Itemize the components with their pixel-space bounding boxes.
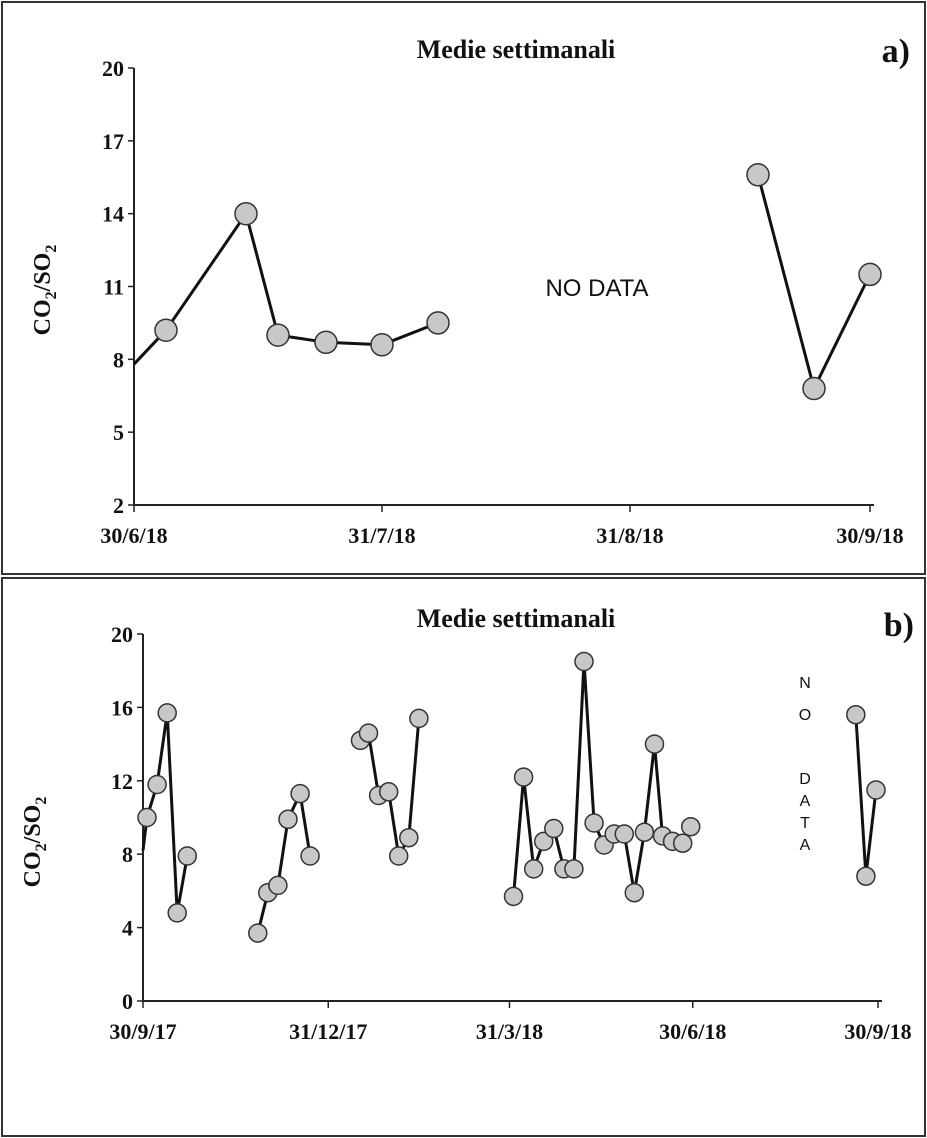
panel-b-letter: b) (884, 607, 914, 644)
panel-b-data-point (866, 780, 886, 800)
panel-a-y-tick-label: 14 (102, 202, 124, 227)
panel-b-ylabel: CO2/SO2 (20, 797, 50, 888)
panel-a-x-tick-label: 30/6/18 (100, 523, 167, 548)
panel-b-data-point (584, 813, 604, 833)
panel-b-data-point (378, 782, 399, 802)
panel-a-ylabel-part-4: 2 (43, 245, 60, 253)
panel-a-ylabel-part-3: /SO (30, 253, 56, 293)
panel-a-series-line (756, 174, 872, 390)
panel-b-data-point (157, 703, 177, 723)
panel-a-y-tick-label: 8 (113, 347, 124, 372)
panel-a-data-point (858, 262, 882, 287)
panel-b-data-point (177, 846, 198, 866)
panel-a-y-tick-label: 20 (102, 56, 124, 81)
panel-b-y-tick-label: 4 (122, 916, 133, 941)
panel-b-data-point (856, 866, 876, 886)
panel-b-data-point (358, 723, 379, 743)
panel-a-data-point (746, 163, 770, 187)
panel-b-data-point (523, 859, 544, 879)
panel-b-data-point (503, 886, 524, 907)
panel-a-x-tick-label: 31/8/18 (596, 523, 663, 548)
panel-b-data-point (680, 816, 701, 837)
panel-b-x-tick-label: 30/9/18 (844, 1019, 911, 1044)
panel-b-x-tick-label: 31/3/18 (476, 1019, 543, 1044)
panel-a-title: Medie settimanali (417, 35, 616, 64)
panel-a-data-point (426, 311, 450, 335)
panel-b-data-point (147, 774, 167, 795)
panel-b-ylabel-part-3: /SO (20, 805, 46, 845)
panel-b-data-point (388, 846, 409, 866)
panel-b-y-tick-label: 0 (122, 989, 133, 1014)
panel-b-y-tick-label: 8 (122, 842, 133, 867)
panel-b-no-data-vertical: N O D A T A (799, 675, 811, 854)
panel-b-no-data-letter: O (799, 707, 811, 724)
panel-b-data-point (399, 827, 419, 848)
panel-b-data-point (846, 704, 866, 725)
panel-b-data-point (634, 822, 655, 842)
panel-b-data-point (167, 903, 187, 923)
panel-b-no-data-letter: N (799, 675, 811, 692)
panel-b-data-point (614, 824, 635, 844)
panel-a-ylabel: CO2/SO2 (30, 245, 60, 336)
panel-b-no-data-letter: A (800, 793, 811, 810)
panel-a-y-tick-label: 5 (113, 420, 124, 445)
panel-b-title: Medie settimanali (417, 604, 616, 633)
panel-b-data-point (268, 875, 288, 896)
panel-b-x-tick-label: 31/12/17 (289, 1019, 367, 1044)
panel-b-y-tick-label: 16 (111, 695, 133, 720)
panel-b-data-point (544, 818, 564, 839)
panel-b-y-tick-label: 12 (111, 769, 133, 794)
panel-a-y-tick-label: 11 (103, 275, 124, 300)
panel-a-letter: a) (882, 33, 910, 70)
panel-b-data-point (290, 783, 310, 804)
panel-b-data-point (137, 807, 157, 828)
panel-b-series-line (512, 660, 693, 897)
panel-b-data-point (564, 859, 584, 879)
panel-b-data-point (248, 923, 268, 943)
panel-b-ylabel-part-1: CO (20, 851, 46, 887)
panel-b-x-tick-label: 30/6/18 (659, 1019, 726, 1044)
panel-a-y-tick-label: 2 (113, 493, 124, 518)
panel-b-ylabel-part-2: 2 (33, 843, 50, 851)
panel-b-data-point (624, 882, 645, 903)
panel-b-data-point (300, 846, 320, 866)
panel-b-data-point (533, 831, 554, 852)
panel-b-data-point (644, 734, 665, 754)
panel-a-data-point (266, 323, 290, 347)
panel-b-data-point (672, 833, 693, 853)
panel-b-ylabel-part-4: 2 (33, 797, 50, 805)
panel-a-x-tick-label: 31/7/18 (348, 523, 415, 548)
panel-a-ylabel-part-1: CO (30, 299, 56, 335)
panel-a-data-point (234, 201, 258, 226)
panel-a-data-point (370, 333, 394, 357)
panel-a-data-point (802, 376, 826, 401)
panel-b-data-point (278, 809, 298, 830)
panel-a-y-tick-label: 17 (102, 129, 124, 154)
panel-b-data-point (409, 708, 429, 729)
panel-a-data-point (154, 318, 178, 342)
panel-a-x-tick-label: 30/9/18 (836, 523, 903, 548)
panel-a-no-data-label: NO DATA (545, 275, 648, 302)
panel-b-x-tick-label: 30/9/17 (109, 1019, 176, 1044)
panel-b-data-point (574, 651, 594, 672)
panel-b-no-data-letter: T (800, 815, 810, 832)
panel-a: Medie settimanali a) CO2/SO2 NO DATA 258… (1, 1, 926, 575)
panel-a-data-point (314, 330, 338, 355)
panel-a-frame (1, 1, 926, 575)
panel-b-frame (1, 577, 926, 1137)
panel-b: Medie settimanali b) CO2/SO2 N O D A T A… (1, 577, 926, 1137)
panel-b-y-tick-label: 20 (111, 622, 133, 647)
panel-a-plot: 2 5 8 11 14 17 20 30/6/18 31/7/18 31/8/18 30/9/18 (100, 56, 903, 548)
panel-b-no-data-letter: A (800, 837, 811, 854)
panel-a-ylabel-part-2: 2 (43, 291, 60, 299)
panel-b-no-data-letter: D (799, 771, 811, 788)
panel-b-data-point (513, 767, 534, 787)
panel-b-plot: 0 4 8 12 16 20 30/9/17 31/12/17 31/3/18 30/6/18 30… (109, 622, 911, 1044)
